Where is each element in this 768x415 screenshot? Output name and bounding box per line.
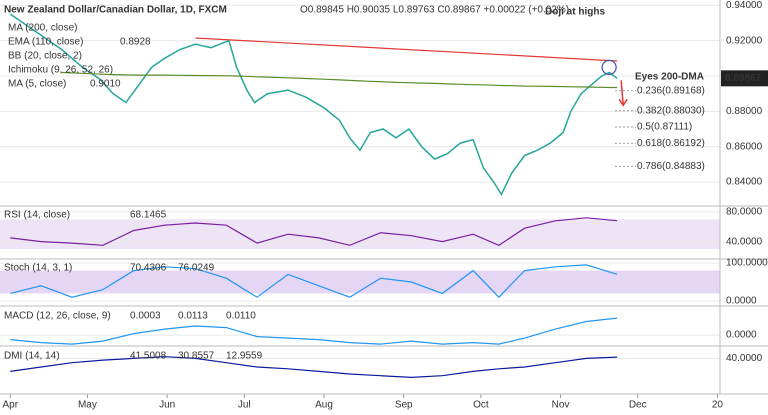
annotation: Eyes 200-DMA: [635, 72, 704, 83]
y-tick-label: 80.0000: [726, 206, 763, 217]
doji-circle: [601, 59, 617, 75]
y-tick-label: 0.84000: [726, 177, 763, 188]
x-tick-label: Dec: [629, 400, 647, 411]
series-line: [9, 13, 618, 196]
readout: 0.0113: [178, 311, 208, 322]
indicator-label: Ichimoku (9, 26, 52, 26): [8, 65, 113, 76]
y-tick-label: 0.88000: [726, 106, 763, 117]
x-tick-label: Apr: [3, 400, 19, 411]
readout: 76.0249: [178, 263, 215, 274]
x-tick-label: Aug: [315, 400, 333, 411]
fib-label: 0.786(0.84883): [637, 161, 705, 172]
x-tick-label: Sep: [395, 400, 413, 411]
y-tick-label: 0.0000: [726, 330, 757, 341]
indicator-label: MA (200, close): [8, 23, 77, 34]
y-tick-label: 0.94000: [726, 0, 763, 11]
series-line: [10, 356, 618, 379]
readout: 70.4306: [130, 263, 167, 274]
fib-label: 0.236(0.89168): [637, 85, 705, 96]
fib-label: 0.382(0.88030): [637, 105, 705, 116]
annotation: Doji at highs: [545, 7, 605, 18]
readout: 0.0110: [226, 311, 256, 322]
x-tick-label: Jun: [159, 400, 175, 411]
series-line: [10, 264, 618, 299]
indicator-label: MA (5, close): [8, 79, 66, 90]
x-tick-label: Jul: [238, 400, 251, 411]
x-tick-label: Nov: [552, 400, 570, 411]
readout: 41.5008: [130, 351, 167, 362]
fib-label: 0.618(0.86192): [637, 138, 705, 149]
pane-title: New Zealand Dollar/Canadian Dollar, 1D, …: [4, 5, 227, 16]
x-tick-label: May: [78, 400, 97, 411]
series-line: [10, 217, 618, 246]
band: [0, 270, 720, 294]
x-tick-label: Oct: [473, 400, 489, 411]
pane-title: DMI (14, 14): [4, 351, 60, 362]
x-tick-label: 20: [712, 400, 724, 411]
indicator-label: BB (20, close, 2): [8, 51, 82, 62]
y-tick-label: 100.0000: [726, 258, 768, 269]
y-tick-label: 40.0000: [726, 236, 763, 247]
indicator-value: 0.9010: [90, 79, 121, 90]
trendline: [195, 37, 618, 62]
pane-title: MACD (12, 26, close, 9): [4, 311, 111, 322]
readout: 12.9559: [226, 351, 263, 362]
indicator-value: 0.8928: [120, 37, 151, 48]
indicator-label: EMA (110, close): [8, 37, 83, 48]
series-line: [10, 317, 618, 345]
y-tick-label: 0.92000: [726, 35, 763, 46]
price-label: 0.89867: [725, 73, 762, 84]
pane-title: Stoch (14, 3, 1): [4, 263, 72, 274]
series-line: [61, 71, 618, 89]
arrow: [618, 80, 628, 107]
fib-label: 0.5(0.87111): [637, 122, 692, 133]
y-tick-label: 0.0000: [726, 296, 757, 307]
readout: 68.1465: [130, 210, 167, 221]
pane-title: RSI (14, close): [4, 210, 70, 221]
readout: 0.0003: [130, 311, 161, 322]
ohlc: O0.89845 H0.90035 L0.89763 C0.89867 +0.0…: [300, 5, 569, 16]
readout: 30.8557: [178, 351, 215, 362]
y-tick-label: 40.0000: [726, 353, 763, 364]
band: [0, 219, 720, 250]
price-box: [721, 70, 768, 87]
y-tick-label: 0.86000: [726, 141, 763, 152]
